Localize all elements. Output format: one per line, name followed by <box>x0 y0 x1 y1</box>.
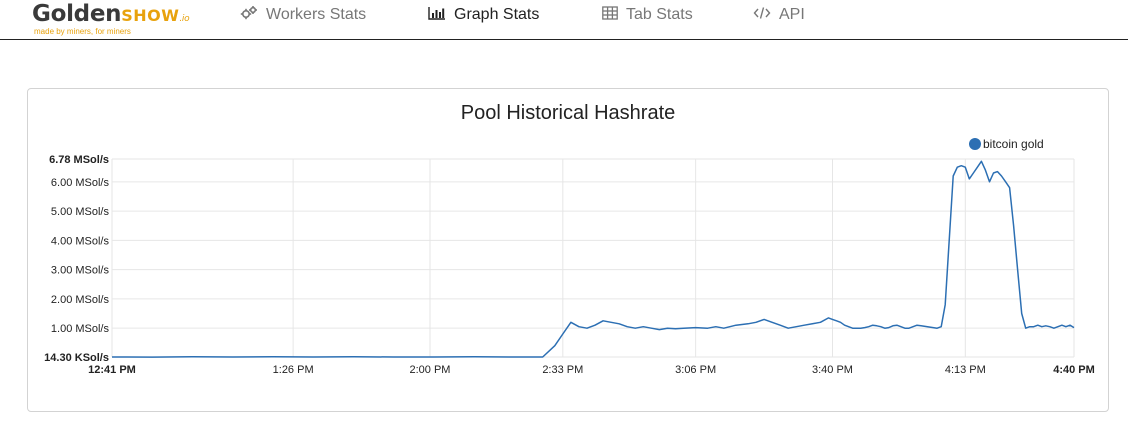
nav-workers-stats[interactable]: Workers Stats <box>240 5 366 25</box>
x-tick-label: 4:13 PM <box>945 364 986 376</box>
y-tick-label: 6.78 MSol/s <box>49 154 109 166</box>
logo-wordmark: GoldenSHOW.io <box>32 1 190 27</box>
goldenshow-logo[interactable]: GoldenSHOW.io made by miners, for miners <box>32 1 190 36</box>
logo-tagline: made by miners, for miners <box>34 27 131 36</box>
y-tick-label: 1.00 MSol/s <box>51 323 110 335</box>
bar-chart-icon <box>428 6 446 25</box>
nav-api[interactable]: API <box>753 5 805 25</box>
nav-api-label: API <box>779 6 805 23</box>
x-tick-label: 2:00 PM <box>409 364 450 376</box>
y-tick-label: 2.00 MSol/s <box>51 294 110 306</box>
series-line-bitcoin-gold <box>111 160 1075 358</box>
x-tick-label: 4:40 PM <box>1053 364 1095 376</box>
chart-series-layer <box>111 160 1075 358</box>
x-tick-label: 3:40 PM <box>812 364 853 376</box>
table-icon <box>602 5 618 25</box>
chart-title: Pool Historical Hashrate <box>461 102 676 124</box>
gears-icon <box>240 5 258 26</box>
nav-tab-stats-label: Tab Stats <box>626 6 693 23</box>
hashrate-chart: Pool Historical Hashrate 6.78 MSol/s 6.00… <box>44 102 1095 376</box>
legend-label-bitcoin-gold: bitcoin gold <box>983 137 1044 151</box>
top-navbar: GoldenSHOW.io made by miners, for miners… <box>0 0 1128 40</box>
nav-graph-stats[interactable]: Graph Stats <box>428 5 539 25</box>
y-tick-label: 6.00 MSol/s <box>51 177 110 189</box>
x-tick-label: 3:06 PM <box>675 364 716 376</box>
y-tick-label: 3.00 MSol/s <box>51 265 110 277</box>
nav-workers-stats-label: Workers Stats <box>266 6 367 23</box>
hashrate-chart-panel: Pool Historical Hashrate 6.78 MSol/s 6.00… <box>27 88 1109 412</box>
code-icon <box>753 6 771 25</box>
x-tick-label: 1:26 PM <box>273 364 314 376</box>
chart-axes: 6.78 MSol/s 6.00 MSol/s 5.00 MSol/s 4.00 MS… <box>44 154 1095 376</box>
y-tick-label: 14.30 KSol/s <box>44 352 109 364</box>
x-tick-label: 2:33 PM <box>542 364 583 376</box>
legend-marker-bitcoin-gold <box>969 138 981 150</box>
y-tick-label: 4.00 MSol/s <box>51 235 110 247</box>
nav-tab-stats[interactable]: Tab Stats <box>602 5 693 25</box>
x-tick-label: 12:41 PM <box>88 364 136 376</box>
chart-legend[interactable]: bitcoin gold <box>969 137 1044 151</box>
y-tick-label: 5.00 MSol/s <box>51 206 110 218</box>
nav-graph-stats-label: Graph Stats <box>454 6 540 23</box>
